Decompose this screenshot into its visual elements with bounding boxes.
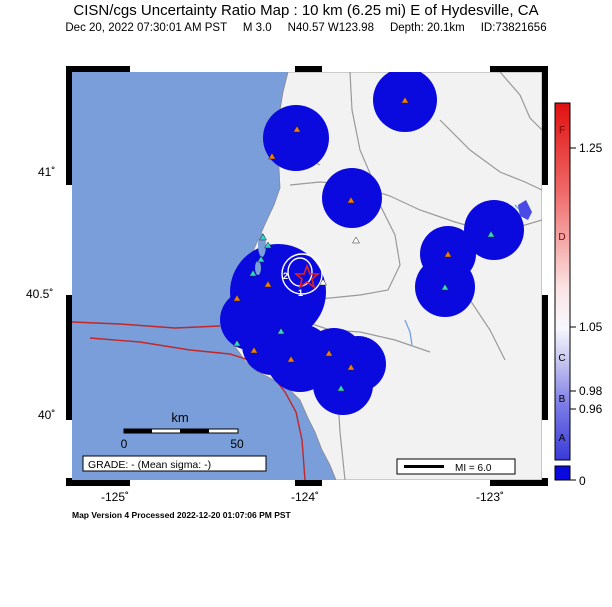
colorbar-value: 1.05 <box>579 320 603 334</box>
lon-label: -124˚ <box>291 490 319 504</box>
colorbar-letter: D <box>558 232 565 243</box>
grade-box <box>82 455 267 472</box>
frame-ticks <box>66 66 548 486</box>
lakes <box>518 200 532 220</box>
colorbar-zero-swatch <box>554 465 571 481</box>
scale-start: 0 <box>121 437 128 451</box>
map-version-footer: Map Version 4 Processed 2022-12-20 01:07… <box>72 510 291 520</box>
colorbar-value: 0.98 <box>579 384 603 398</box>
low-ratio-zones <box>220 72 524 415</box>
colorbar-letter: C <box>558 353 565 364</box>
event-id: ID:73821656 <box>480 22 547 34</box>
colorbar-letter: B <box>559 394 566 405</box>
scale-bar <box>123 428 239 434</box>
lat-label: 41˚ <box>38 165 55 179</box>
epicenter-star <box>293 263 321 289</box>
colorbar-ticks <box>570 147 576 481</box>
lat-label: 40.5˚ <box>26 287 53 301</box>
colorbar-letter: A <box>559 433 566 444</box>
colorbar-value: 0.96 <box>579 402 603 416</box>
mi-legend <box>396 458 516 475</box>
event-info: Dec 20, 2022 07:30:01 AM PST M 3.0 N40.5… <box>0 22 612 34</box>
event-location: N40.57 W123.98 <box>287 22 374 34</box>
colorbar-letter: F <box>559 125 565 136</box>
mi-legend-line <box>404 465 444 468</box>
stations <box>233 96 495 392</box>
scale-end: 50 <box>230 437 244 451</box>
colorbar-value: 0 <box>579 474 586 488</box>
event-date: Dec 20, 2022 07:30:01 AM PST <box>65 22 227 34</box>
contour-label: 2 <box>283 271 288 281</box>
scale-unit: km <box>171 410 188 425</box>
colorbar-value: 1.25 <box>579 141 603 155</box>
mi-legend-label: MI = 6.0 <box>455 463 492 474</box>
contour-label: 1 <box>298 288 303 298</box>
event-depth: Depth: 20.1km <box>389 22 465 34</box>
event-magnitude: M 3.0 <box>242 22 272 34</box>
grade-text: GRADE: - (Mean sigma: -) <box>88 459 211 471</box>
lon-label: -123˚ <box>476 490 504 504</box>
map-title: CISN/cgs Uncertainty Ratio Map : 10 km (… <box>73 2 539 19</box>
colorbar <box>554 102 571 461</box>
lat-label: 40˚ <box>38 408 55 422</box>
lon-label: -125˚ <box>101 490 129 504</box>
